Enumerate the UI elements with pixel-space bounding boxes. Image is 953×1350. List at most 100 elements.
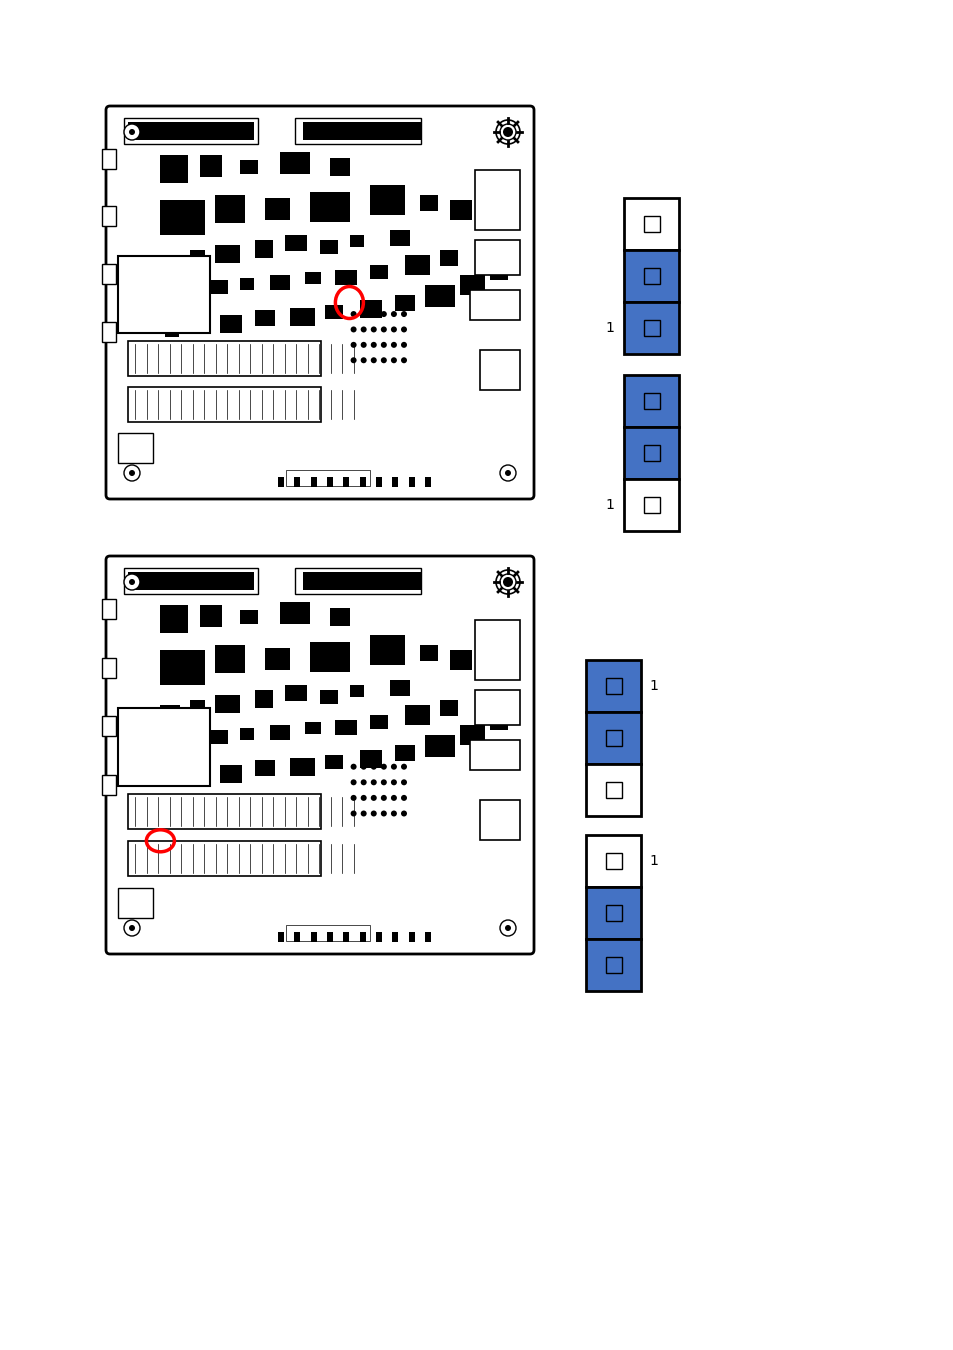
Circle shape	[380, 310, 386, 317]
Bar	[586, 711, 640, 764]
Bar	[605, 730, 621, 747]
Circle shape	[129, 579, 135, 585]
Bar	[280, 153, 310, 174]
Bar	[128, 122, 253, 140]
Bar	[424, 285, 455, 306]
Bar	[102, 148, 116, 169]
Bar	[643, 393, 659, 409]
Bar	[118, 887, 152, 918]
Bar	[350, 684, 364, 697]
Bar	[605, 782, 621, 798]
Bar	[459, 275, 484, 296]
Circle shape	[499, 574, 516, 590]
Circle shape	[391, 764, 396, 769]
Bar	[102, 657, 116, 678]
Bar	[643, 446, 659, 460]
Bar	[254, 760, 274, 776]
Bar	[160, 605, 188, 633]
Bar	[277, 931, 284, 942]
Bar	[128, 841, 321, 876]
Circle shape	[380, 795, 386, 801]
Circle shape	[380, 327, 386, 332]
Bar	[160, 740, 174, 752]
Text: 1: 1	[649, 679, 658, 693]
Circle shape	[391, 310, 396, 317]
Bar	[124, 117, 258, 144]
Circle shape	[391, 810, 396, 817]
Bar	[439, 250, 457, 266]
Bar	[475, 240, 519, 275]
Bar	[102, 265, 116, 284]
Circle shape	[360, 358, 366, 363]
Bar	[165, 775, 179, 787]
Bar	[408, 931, 415, 942]
Bar	[370, 634, 405, 666]
Bar	[286, 925, 370, 941]
Circle shape	[371, 779, 376, 786]
Circle shape	[360, 764, 366, 769]
Bar	[624, 479, 679, 531]
Circle shape	[504, 470, 511, 477]
Bar	[450, 200, 472, 220]
Bar	[270, 725, 290, 740]
Bar	[327, 931, 333, 942]
Bar	[408, 477, 415, 487]
Circle shape	[502, 127, 513, 136]
Bar	[392, 931, 398, 942]
Circle shape	[400, 810, 407, 817]
Bar	[359, 931, 365, 942]
Circle shape	[391, 342, 396, 348]
Bar	[643, 269, 659, 284]
Circle shape	[499, 124, 516, 140]
Circle shape	[351, 310, 356, 317]
Circle shape	[380, 358, 386, 363]
Circle shape	[351, 342, 356, 348]
Bar	[586, 940, 640, 991]
Bar	[214, 695, 240, 713]
Bar	[395, 745, 415, 761]
Circle shape	[371, 310, 376, 317]
Bar	[102, 599, 116, 620]
Circle shape	[380, 342, 386, 348]
Bar	[475, 690, 519, 725]
Circle shape	[124, 919, 140, 936]
Bar	[214, 244, 240, 263]
Bar	[270, 275, 290, 290]
Bar	[624, 375, 679, 427]
Bar	[220, 315, 242, 333]
Bar	[405, 255, 430, 275]
Bar	[390, 680, 410, 697]
Text: 1: 1	[605, 498, 614, 512]
Circle shape	[391, 779, 396, 786]
Bar	[200, 605, 222, 626]
Bar	[240, 728, 253, 740]
Circle shape	[360, 795, 366, 801]
Circle shape	[502, 576, 513, 587]
Bar	[305, 271, 320, 284]
Bar	[265, 198, 290, 220]
Circle shape	[351, 810, 356, 817]
Bar	[254, 310, 274, 325]
Bar	[643, 216, 659, 232]
Bar	[310, 192, 350, 221]
Bar	[359, 477, 365, 487]
Bar	[470, 290, 519, 320]
Bar	[102, 321, 116, 342]
Bar	[286, 470, 370, 486]
Bar	[350, 235, 364, 247]
Bar	[118, 433, 152, 463]
Bar	[370, 716, 388, 729]
Circle shape	[400, 342, 407, 348]
Bar	[303, 122, 420, 140]
Bar	[586, 764, 640, 815]
Bar	[459, 725, 484, 745]
Circle shape	[499, 919, 516, 936]
Circle shape	[124, 464, 140, 481]
Circle shape	[360, 327, 366, 332]
Circle shape	[360, 310, 366, 317]
FancyBboxPatch shape	[106, 107, 534, 500]
Circle shape	[496, 120, 519, 144]
Circle shape	[351, 764, 356, 769]
Bar	[303, 572, 420, 590]
Bar	[605, 678, 621, 694]
